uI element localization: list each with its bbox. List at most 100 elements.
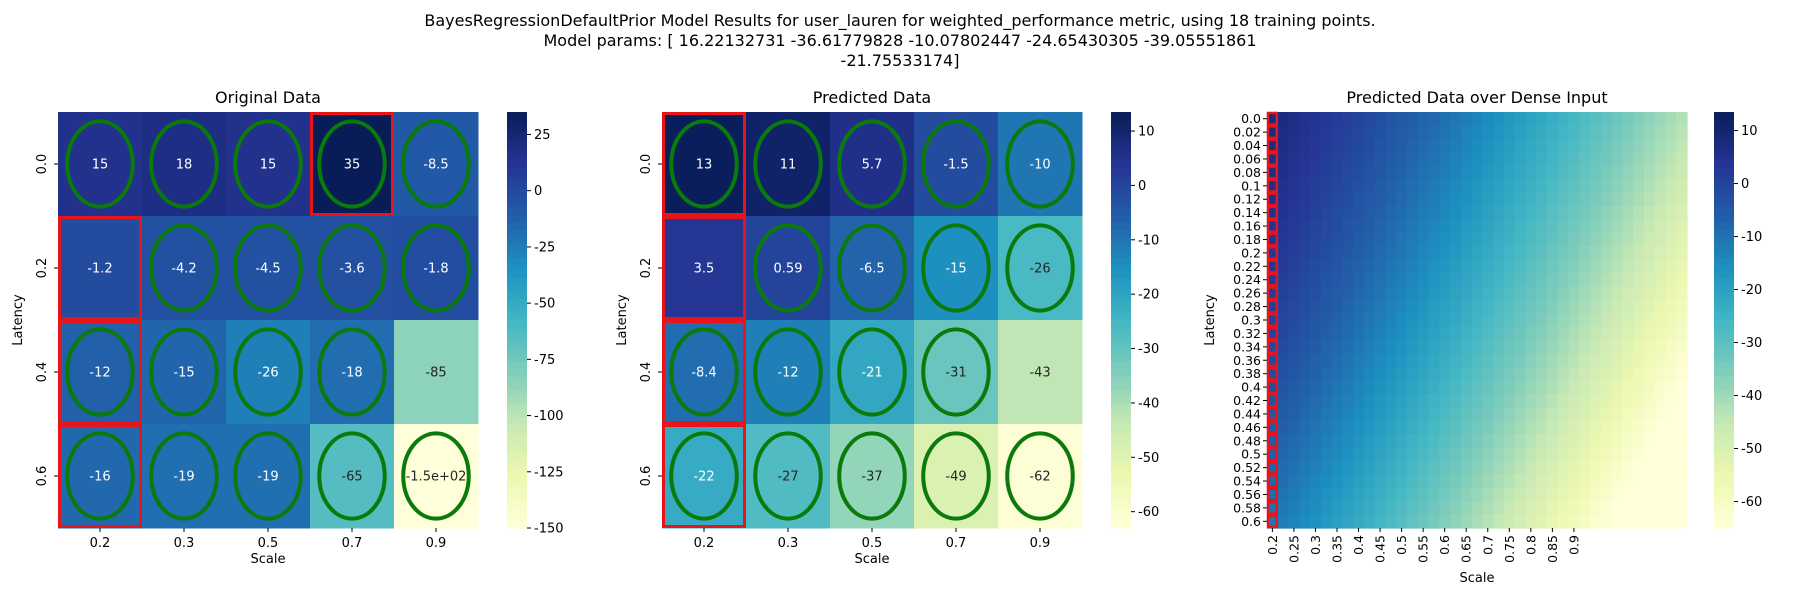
heatmap-cell (1482, 286, 1494, 301)
colorbar-segment (507, 125, 527, 134)
colorbar-segment (507, 500, 527, 508)
heatmap-cell (1471, 232, 1483, 247)
heatmap-cell (1396, 299, 1408, 314)
colorbar-segment (1714, 236, 1734, 245)
heatmap-cell (1374, 192, 1387, 207)
cell-annotation: -21 (861, 366, 882, 381)
heatmap-cell (1579, 313, 1591, 328)
heatmap-cell (1450, 112, 1462, 127)
training-point-circle (401, 119, 471, 209)
heatmap-cell (1267, 326, 1279, 341)
training-point-circle (317, 223, 387, 313)
heatmap-cell (1676, 407, 1688, 422)
heatmap-cell (1439, 487, 1451, 502)
x-tick-label: 0.8 (1523, 535, 1538, 555)
heatmap-cell (1407, 179, 1419, 194)
heatmap-cell (1579, 447, 1591, 462)
heatmap-cell (1342, 299, 1354, 314)
heatmap-cell (1557, 299, 1570, 314)
heatmap-cell (1374, 407, 1387, 422)
heatmap-cell (1579, 205, 1591, 220)
heatmap-cell (1525, 460, 1537, 475)
colorbar-segment (507, 493, 527, 501)
heatmap-cell (1407, 434, 1419, 449)
heatmap-cell (1277, 380, 1290, 395)
colorbar-segment (1714, 417, 1734, 425)
x-axis-ticks: 0.2 0.3 0.5 0.7 0.9 (694, 528, 1050, 551)
heatmap-cell (1579, 514, 1591, 529)
heatmap-cell (1547, 460, 1559, 475)
heatmap-cell (1299, 407, 1311, 422)
highlight-box (662, 216, 746, 320)
heatmap-cell (1385, 112, 1397, 127)
heatmap-cell (142, 112, 227, 217)
highlight-box (1266, 152, 1279, 166)
heatmap-cell (1342, 219, 1354, 234)
y-axis-ticks: 0.00.20.40.6 (35, 154, 58, 486)
heatmap-cell (1428, 380, 1440, 395)
heatmap-cell (1611, 353, 1623, 368)
heatmap-cell (1600, 407, 1613, 422)
heatmap-cell (1353, 205, 1365, 220)
heatmap-cell (1374, 125, 1387, 140)
colorbar-tick-label: -10 (1741, 230, 1762, 245)
heatmap-cell (1428, 326, 1440, 341)
heatmap-cell (1439, 165, 1451, 180)
heatmap-cell (1277, 514, 1290, 529)
heatmap-cell (1460, 407, 1473, 422)
heatmap-cell (1428, 340, 1440, 355)
heatmap-cell (1353, 501, 1365, 516)
heatmap-cell (1590, 326, 1602, 341)
heatmap-cell (1277, 246, 1290, 261)
y-axis-label: Latency (615, 294, 630, 346)
heatmap-cell (1643, 138, 1656, 153)
highlight-box (1266, 205, 1279, 220)
heatmap-cell (1600, 447, 1613, 462)
heatmap-cell (1482, 138, 1494, 153)
highlight-box (1266, 165, 1279, 180)
heatmap-cell (1310, 366, 1322, 381)
heatmap-cell (1503, 179, 1516, 194)
heatmap-cell (1267, 192, 1279, 207)
cell-annotation: -12 (89, 366, 110, 381)
y-axis-ticks: 0.00.020.040.060.080.10.120.140.160.180.… (1233, 111, 1267, 529)
heatmap-cell (1654, 393, 1667, 408)
heatmap-cell (1633, 434, 1645, 449)
colorbar-segment (1714, 160, 1734, 169)
heatmap-cell (1482, 219, 1494, 234)
heatmap-cell (1450, 232, 1462, 247)
x-tick-label: 0.7 (1480, 535, 1495, 555)
heatmap-cell (1557, 246, 1570, 261)
heatmap-cell (1407, 219, 1419, 234)
colorbar-segment (1111, 361, 1131, 370)
heatmap-cell (1590, 299, 1602, 314)
heatmap-cell (1568, 447, 1580, 462)
cell-annotation: -18 (341, 366, 362, 381)
colorbar-segment (1111, 243, 1131, 252)
heatmap-cell (1267, 420, 1279, 435)
heatmap-cell (1579, 125, 1591, 140)
colorbar-segment (507, 202, 527, 210)
highlight-box (1266, 178, 1279, 193)
heatmap-cell (1622, 407, 1634, 422)
colorbar-segment (507, 250, 527, 259)
colorbar-tick-label: -20 (1138, 288, 1159, 303)
heatmap-cell (394, 112, 479, 217)
heatmap-cell (1450, 407, 1462, 422)
heatmap-cell (1267, 487, 1279, 502)
heatmap-cell (1568, 353, 1580, 368)
heatmap-cell (1590, 460, 1602, 475)
colorbar-segment (1714, 181, 1734, 189)
heatmap-cell (1590, 340, 1602, 355)
heatmap-cell (1460, 152, 1473, 167)
heatmap-cell (1450, 420, 1462, 435)
y-tick-label: 0.58 (1233, 500, 1261, 515)
heatmap-cell (394, 216, 479, 321)
heatmap-cell (1460, 246, 1473, 261)
colorbar-segment (1714, 250, 1734, 259)
heatmap-cell (1407, 259, 1419, 274)
heatmap-cell (1320, 353, 1333, 368)
heatmap-cell (1460, 286, 1473, 301)
colorbar-segment (1111, 333, 1131, 342)
heatmap-cell (1633, 514, 1645, 529)
